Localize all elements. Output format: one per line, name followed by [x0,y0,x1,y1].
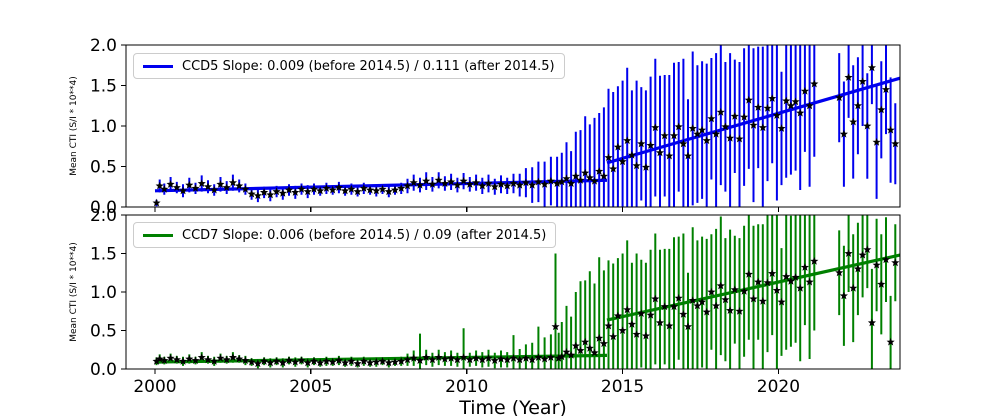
legend-ccd5: CCD5 Slope: 0.009 (before 2014.5) / 0.11… [133,53,565,79]
y-axis-label-bottom: Mean CTI (S/I * 10**4) [69,242,79,342]
x-tick-label: 2000 [133,377,176,397]
legend-label-ccd7: CCD7 Slope: 0.006 (before 2014.5) / 0.09… [182,227,547,243]
y-tick-label: 0.0 [90,360,117,380]
y-tick-label: 1.5 [90,77,117,97]
y-tick-label: 0.5 [90,158,117,178]
x-tick-label: 2010 [445,377,488,397]
y-tick-label: 2.0 [90,206,117,226]
ccd5-fit-line-after [606,76,900,165]
ccd5-fit-line-before [154,178,608,193]
bottom-panel-ccd7 [121,214,901,374]
legend-ccd7: CCD7 Slope: 0.006 (before 2014.5) / 0.09… [133,222,557,248]
ccd7-ticks [121,214,780,374]
ccd5-ticks [121,44,780,212]
x-axis-label: Time (Year) [458,397,567,416]
legend-line-sample-ccd7 [143,233,173,237]
top-panel-ccd5 [121,44,901,212]
y-tick-label: 1.5 [90,245,117,265]
x-tick-label: 2020 [757,377,800,397]
ccd7-fit-line-before [154,353,608,364]
legend-line-sample-ccd5 [143,64,173,68]
y-tick-label: 2.0 [90,36,117,56]
y-tick-label: 1.0 [90,117,117,137]
y-axis-label-top: Mean CTI (S/I * 10**4) [69,76,79,176]
ccd7-fit-line-after [606,253,900,322]
y-tick-label: 0.5 [90,322,117,342]
y-tick-label: 0.0 [90,198,117,218]
x-tick-label: 2005 [289,377,332,397]
axis-text-layer: 0.0 0.5 1.0 1.5 2.0 Mean CTI (S/I * 10**4) 0.0… [69,36,800,416]
y-tick-label: 1.0 [90,283,117,303]
x-tick-label: 2015 [601,377,644,397]
legend-label-ccd5: CCD5 Slope: 0.009 (before 2014.5) / 0.11… [182,58,555,74]
